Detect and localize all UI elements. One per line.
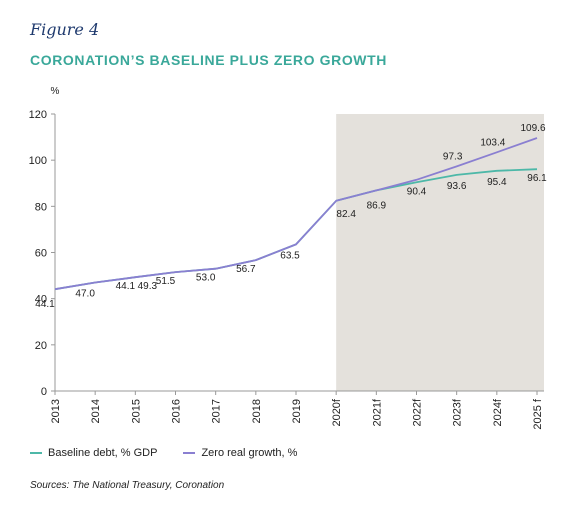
x-tick-label: 2017: [211, 399, 223, 423]
legend-item-zero-growth: Zero real growth, %: [183, 447, 297, 459]
x-tick-label: 2022f: [412, 398, 424, 426]
chart-legend: Baseline debt, % GDP Zero real growth, %: [30, 447, 297, 459]
x-tick-label: 2019: [291, 399, 303, 423]
x-tick-label: 2016: [171, 399, 183, 423]
x-tick-label: 2021f: [371, 398, 383, 426]
legend-item-baseline: Baseline debt, % GDP: [30, 447, 157, 459]
data-label-baseline: 44.1: [35, 299, 55, 310]
x-tick-label: 2020f: [331, 398, 343, 426]
forecast-shaded-region: [336, 114, 544, 391]
x-tick-label: 2015: [130, 399, 142, 423]
data-label-zero-growth: 103.4: [480, 137, 505, 148]
data-label-zero-growth: 109.6: [520, 123, 545, 134]
data-label-baseline: 96.1: [527, 173, 547, 184]
x-tick-label: 2014: [90, 399, 102, 423]
figure-label: Figure 4: [30, 20, 100, 39]
data-label-baseline: 93.6: [447, 181, 467, 192]
x-tick-label: 2023f: [452, 398, 464, 426]
y-tick-label: 20: [35, 340, 47, 352]
data-label-baseline: 63.5: [280, 250, 300, 261]
data-label-baseline: 82.4: [336, 209, 356, 220]
legend-swatch-zero-growth: [183, 452, 196, 454]
x-tick-label: 2024f: [492, 398, 504, 426]
y-axis-unit-label: %: [51, 86, 60, 97]
x-tick-label: 2025 f: [532, 398, 544, 430]
x-tick-label: 2013: [50, 399, 62, 423]
source-note: Sources: The National Treasury, Coronati…: [30, 480, 225, 491]
data-label-baseline: 53.0: [196, 273, 216, 284]
data-label-zero-growth: 97.3: [443, 151, 463, 162]
y-tick-label: 40: [35, 294, 47, 306]
x-tick-label: 2018: [251, 399, 263, 423]
y-tick-label: 120: [29, 109, 47, 121]
data-label-baseline: 51.5: [156, 276, 176, 287]
y-tick-label: 100: [29, 155, 47, 167]
data-label-baseline: 49.3: [138, 281, 158, 292]
chart-title: CORONATION’S BASELINE PLUS ZERO GROWTH: [30, 52, 387, 68]
legend-swatch-baseline: [30, 452, 42, 454]
data-label-baseline: 44.1: [116, 281, 136, 292]
data-label-baseline: 90.4: [407, 186, 427, 197]
legend-label-baseline: Baseline debt, % GDP: [48, 447, 158, 459]
y-tick-label: 80: [35, 201, 47, 213]
data-label-baseline: 86.9: [367, 200, 387, 211]
data-label-baseline: 47.0: [75, 289, 95, 300]
legend-label-zero-growth: Zero real growth, %: [201, 447, 298, 459]
series-line-zero-growth: [54, 137, 538, 291]
y-tick-label: 60: [35, 248, 47, 260]
data-label-baseline: 56.7: [236, 264, 256, 275]
data-label-baseline: 95.4: [487, 177, 507, 188]
y-tick-label: 0: [41, 386, 47, 398]
